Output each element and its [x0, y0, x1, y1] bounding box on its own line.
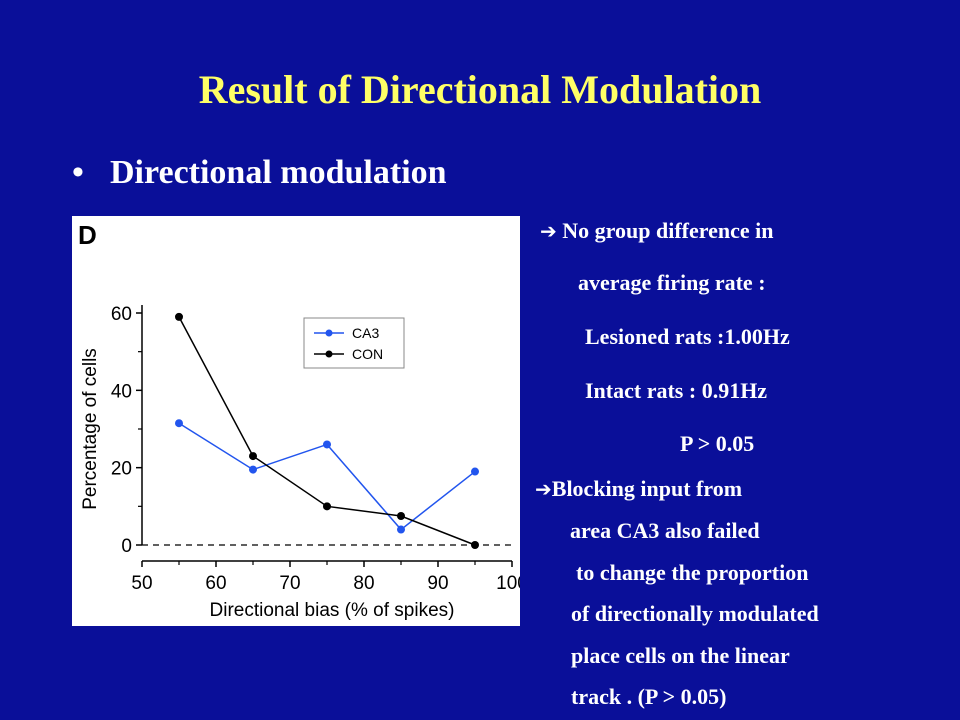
data-point-ca3: [323, 440, 331, 449]
data-point-con: [471, 541, 479, 549]
legend-box: [303, 317, 405, 369]
y-tick-label: 60: [111, 304, 132, 325]
arrow-right-icon: ➔: [540, 219, 557, 243]
data-point-ca3: [249, 465, 257, 474]
bullet-item: • Directional modulation: [72, 154, 447, 192]
data-point-con: [175, 312, 183, 321]
data-point-con: [323, 502, 331, 511]
legend-swatch-marker: [325, 350, 333, 358]
note-line-10: place cells on the linear: [571, 643, 790, 668]
x-axis-label: Directional bias (% of spikes): [210, 600, 455, 621]
x-tick-label: 60: [205, 573, 226, 594]
note-line-9: of directionally modulated: [571, 601, 819, 626]
y-tick-label: 20: [111, 459, 132, 480]
bullet-text: Directional modulation: [110, 154, 447, 191]
data-point-ca3: [175, 419, 183, 428]
note-line-3: Lesioned rats :1.00Hz: [585, 324, 790, 349]
legend-label: CON: [352, 346, 383, 362]
y-axis-label: Percentage of cells: [80, 348, 101, 510]
y-tick-label: 40: [111, 381, 132, 402]
data-point-con: [397, 512, 405, 520]
line-chart: D 0 20 40 60 50 60 70 80 90 100 CA3 CON Percentage…: [78, 220, 520, 621]
note-line-2: average firing rate :: [578, 270, 766, 295]
note-line-1: ➔ No group difference in: [540, 218, 774, 244]
x-tick-label: 90: [427, 573, 448, 594]
bullet-dot-icon: •: [72, 154, 84, 191]
slide-title: Result of Directional Modulation: [198, 67, 762, 112]
legend: CA3 CON: [303, 317, 405, 369]
note-line-11: track . (P > 0.05): [571, 684, 727, 709]
data-point-ca3: [471, 467, 479, 476]
legend-label: CA3: [352, 325, 379, 341]
data-point-ca3: [397, 525, 405, 534]
note-line-6: ➔Blocking input from: [535, 476, 742, 502]
x-tick-label: 100: [496, 573, 520, 594]
y-tick-label: 0: [121, 536, 132, 557]
x-tick-label: 50: [131, 573, 152, 594]
note-text: Blocking input from: [551, 476, 743, 501]
arrow-right-icon: ➔: [535, 477, 552, 501]
data-point-con: [249, 452, 257, 461]
note-line-8: to change the proportion: [576, 560, 809, 585]
note-line-7: area CA3 also failed: [570, 518, 760, 543]
legend-swatch-marker: [325, 329, 333, 337]
x-tick-label: 80: [353, 573, 374, 594]
note-text: No group difference in: [562, 218, 774, 243]
note-line-4: Intact rats : 0.91Hz: [585, 378, 768, 403]
x-tick-label: 70: [279, 573, 300, 594]
panel-label: D: [78, 220, 97, 250]
note-line-5: P > 0.05: [680, 431, 755, 456]
chart-panel: D 0 20 40 60 50 60 70 80 90 100 CA3 CON Percentage…: [72, 216, 520, 626]
